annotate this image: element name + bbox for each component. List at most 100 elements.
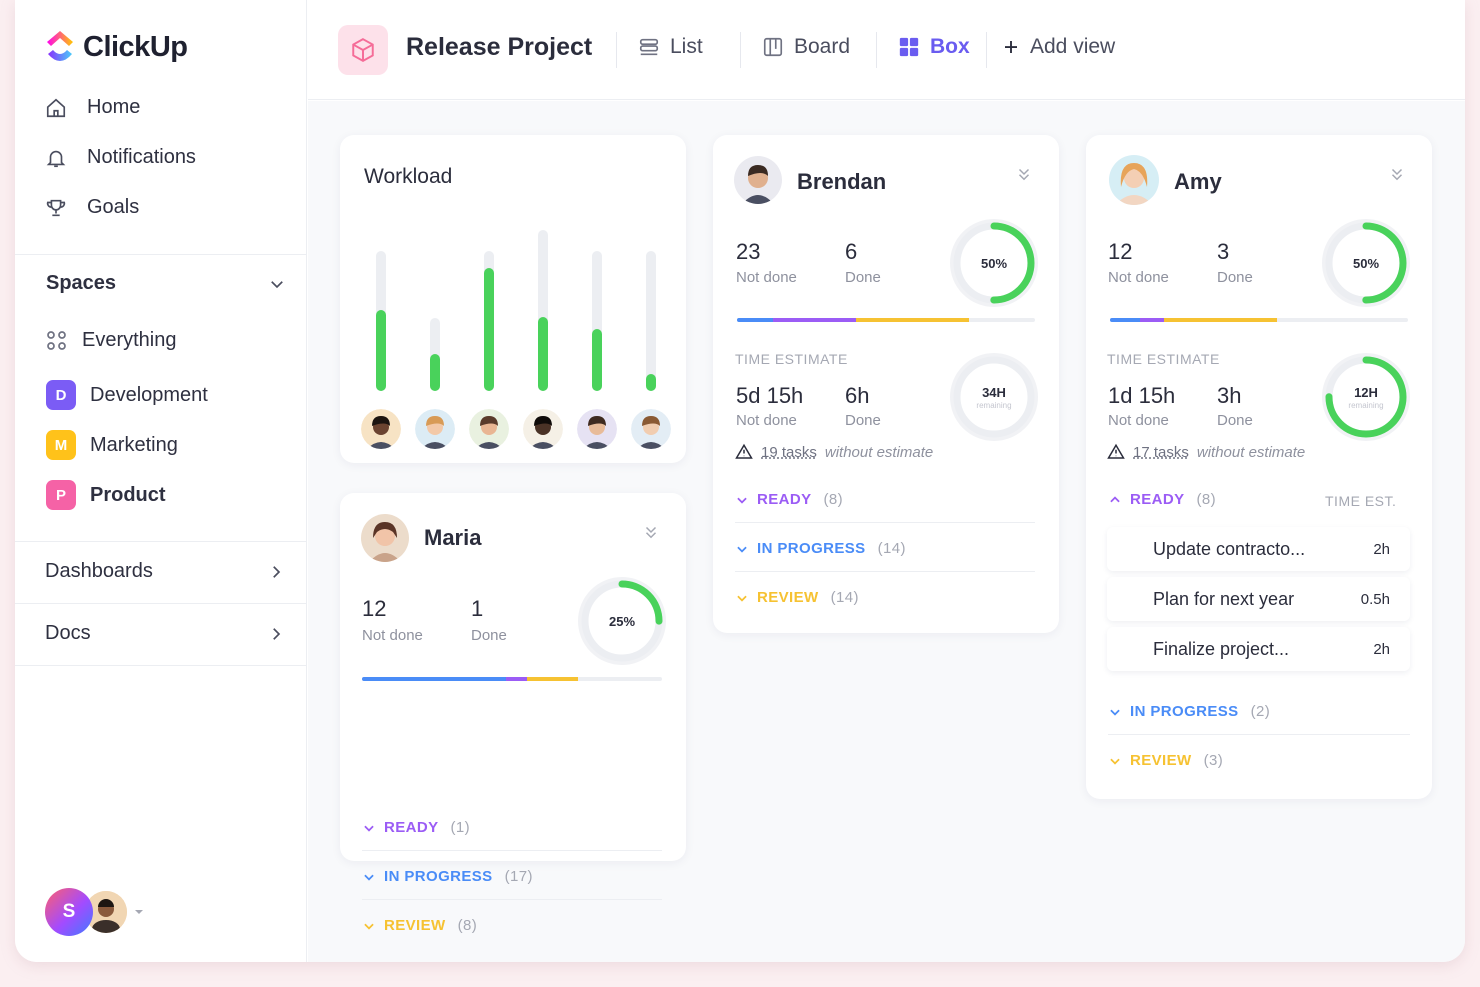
status-group-review[interactable]: REVIEW (8) [362, 917, 477, 934]
divider [735, 571, 1035, 572]
tab-box[interactable]: Box [898, 35, 970, 59]
separator [616, 32, 617, 68]
space-everything[interactable]: Everything [46, 329, 177, 352]
task-row[interactable]: Finalize project... 2h [1107, 627, 1410, 671]
ring-label: 50% [1353, 256, 1379, 271]
tasks-link[interactable]: 17 tasks [1133, 443, 1189, 461]
avatar [734, 156, 782, 204]
group-label: REVIEW [757, 589, 819, 606]
status-group-review[interactable]: REVIEW (14) [735, 589, 859, 606]
group-label: READY [757, 491, 812, 508]
tab-list[interactable]: List [638, 35, 703, 59]
spaces-header[interactable]: Spaces [46, 272, 286, 295]
status-group-review[interactable]: REVIEW (3) [1108, 752, 1223, 769]
group-ready-expanded[interactable]: READY (8) [1108, 491, 1216, 508]
group-count: (8) [1196, 491, 1217, 508]
ring-progress [581, 580, 663, 662]
not-done-count: 12 [1108, 239, 1133, 264]
nav-home[interactable]: Home [45, 96, 140, 119]
missing-estimate-warning[interactable]: 19 tasks without estimate [735, 443, 933, 461]
topbar: Release Project List Board Box Add view [308, 0, 1465, 100]
space-marketing[interactable]: M Marketing [46, 430, 178, 460]
tab-list-label: List [670, 35, 703, 58]
divider [362, 850, 662, 851]
tab-box-label: Box [930, 35, 970, 58]
member-avatar [415, 409, 455, 449]
workload-bar-fill [592, 329, 602, 391]
chevron-down-icon [364, 825, 374, 832]
group-count: (1) [450, 819, 471, 836]
nav-notifications[interactable]: Notifications [45, 146, 196, 169]
divider [15, 254, 307, 255]
progress-segment [506, 677, 527, 681]
time-done-label: Done [845, 412, 881, 429]
task-row[interactable]: Update contracto... 2h [1107, 527, 1410, 571]
task-estimate: 2h [1373, 540, 1390, 558]
chevron-down-icon[interactable] [268, 275, 286, 293]
warning-icon [735, 443, 753, 459]
user-avatar[interactable]: S [45, 888, 93, 936]
time-done-label: Done [1217, 412, 1253, 429]
status-group-in-progress[interactable]: IN PROGRESS (14) [735, 540, 906, 557]
task-name: Update contracto... [1153, 538, 1306, 559]
add-view-label: Add view [1030, 35, 1116, 58]
caret-down-icon[interactable] [133, 906, 145, 918]
cube-icon [352, 38, 374, 62]
group-label: IN PROGRESS [384, 868, 493, 885]
separator [986, 32, 987, 68]
chevron-down-icon [737, 595, 747, 602]
task-row[interactable]: Plan for next year 0.5h [1107, 577, 1410, 621]
task-estimate: 0.5h [1360, 590, 1390, 608]
space-product[interactable]: P Product [46, 480, 166, 510]
separator [740, 32, 741, 68]
nav-goals-label: Goals [87, 196, 140, 218]
space-development[interactable]: D Development [46, 380, 208, 410]
group-count: (8) [457, 917, 478, 934]
separator [876, 32, 877, 68]
space-badge: D [46, 380, 76, 410]
add-view-button[interactable]: Add view [1002, 35, 1115, 59]
nav-goals[interactable]: Goals [45, 196, 139, 219]
completion-ring: 25% [578, 577, 666, 665]
chevron-down-icon [1110, 758, 1120, 765]
status-group-in-progress[interactable]: IN PROGRESS (17) [362, 868, 533, 885]
collapse-icon[interactable] [1015, 165, 1033, 183]
tab-board[interactable]: Board [762, 35, 850, 59]
nav-notifications-label: Notifications [87, 146, 196, 168]
done-count: 6 [845, 239, 858, 264]
completion-ring: 50% [1322, 219, 1410, 307]
missing-estimate-warning[interactable]: 17 tasks without estimate [1107, 443, 1305, 461]
collapse-icon[interactable] [1388, 165, 1406, 183]
clickup-logo[interactable]: ClickUp [45, 30, 188, 64]
bell-icon [46, 150, 66, 167]
project-title: Release Project [406, 33, 593, 61]
member-card-brendan: Brendan 23 Not done 6 Done 50% TIME ESTI… [713, 135, 1059, 633]
dashboards-row[interactable]: Dashboards [45, 560, 285, 583]
group-count: (3) [1203, 752, 1224, 769]
grid-dots-icon [47, 330, 66, 350]
tasks-link[interactable]: 19 tasks [761, 443, 817, 461]
workload-bar-fill [538, 317, 548, 391]
done-label: Done [471, 627, 507, 644]
member-card-maria: Maria 12 Not done 1 Done 25% READY (1) IN … [340, 493, 686, 934]
space-development-label: Development [90, 383, 208, 406]
workload-bar-fill [430, 354, 440, 391]
workload-bar-track [592, 251, 602, 391]
member-avatar [523, 409, 563, 449]
space-product-label: Product [90, 483, 166, 506]
user-switcher[interactable]: S [45, 888, 145, 936]
logo-text: ClickUp [83, 30, 188, 63]
collapse-icon[interactable] [642, 523, 660, 541]
status-group-ready[interactable]: READY (8) [735, 491, 843, 508]
status-group-in-progress[interactable]: IN PROGRESS (2) [1108, 703, 1270, 720]
divider [15, 665, 307, 666]
workload-card: Workload [340, 135, 686, 463]
chevron-down-icon [737, 497, 747, 504]
status-group-ready[interactable]: READY (1) [362, 819, 470, 836]
workload-bar-track [646, 251, 656, 391]
time-estimate-caption: TIME ESTIMATE [735, 351, 848, 367]
docs-row[interactable]: Docs [45, 622, 285, 645]
spaces-label: Spaces [46, 272, 117, 294]
